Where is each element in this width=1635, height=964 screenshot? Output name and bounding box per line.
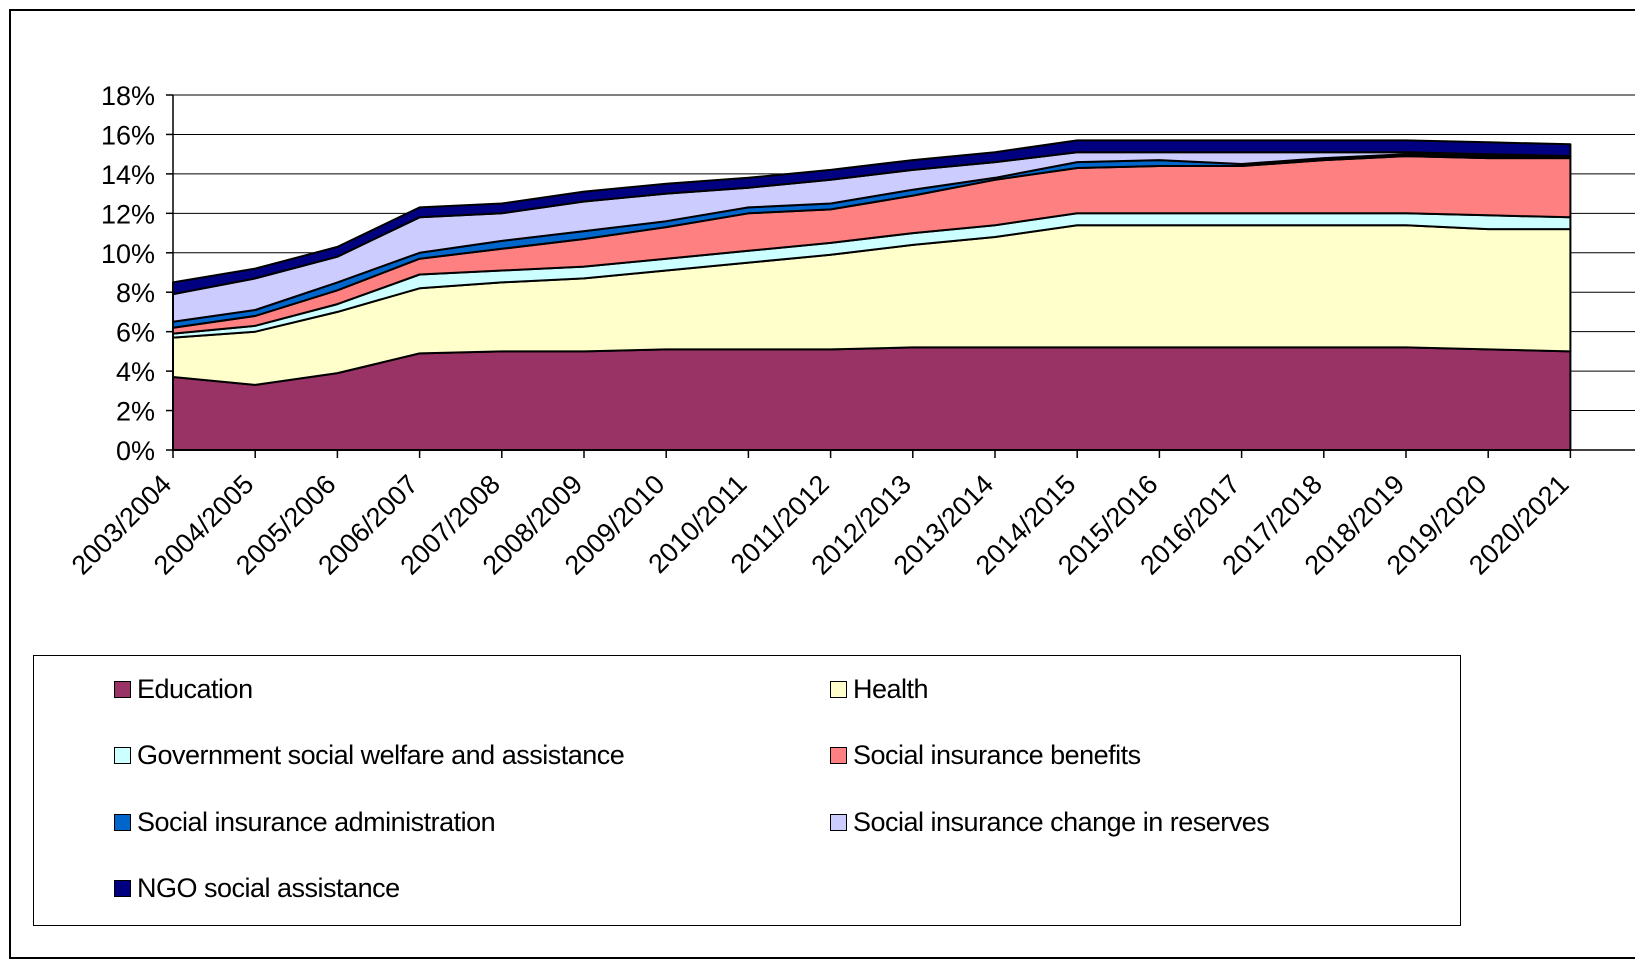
plot-areas <box>172 139 1572 451</box>
y-tick-labels: 0% 2% 4% 6% 8% 10% 12% 14% 16% 18% <box>101 81 155 466</box>
y-tick-label: 10% <box>101 239 155 269</box>
y-tick-label: 8% <box>116 278 155 308</box>
legend-swatch-ngo-social-assistance <box>114 880 131 897</box>
legend-item-government-social-welfare: Government social welfare and assistance <box>114 740 625 771</box>
legend-label-social-insurance-change-in-reserves: Social insurance change in reserves <box>853 807 1270 837</box>
legend-swatch-education <box>114 681 131 698</box>
legend-item-education: Education <box>114 674 253 705</box>
y-tick-label: 14% <box>101 160 155 190</box>
y-tick-label: 2% <box>116 397 155 427</box>
legend: Education Health Government social welfa… <box>33 655 1461 926</box>
legend-swatch-social-insurance-administration <box>114 814 131 831</box>
legend-item-ngo-social-assistance: NGO social assistance <box>114 873 400 904</box>
chart-frame: 0% 2% 4% 6% 8% 10% 12% 14% 16% 18% 2003/2004 2004/… <box>9 9 1635 959</box>
y-tick-label: 6% <box>116 318 155 348</box>
legend-swatch-social-insurance-change-in-reserves <box>830 814 847 831</box>
legend-label-education: Education <box>137 674 253 704</box>
legend-label-government-social-welfare: Government social welfare and assistance <box>137 740 625 770</box>
y-tick-label: 4% <box>116 357 155 387</box>
legend-swatch-government-social-welfare <box>114 747 131 764</box>
legend-swatch-health <box>830 681 847 698</box>
stacked-area-chart: 0% 2% 4% 6% 8% 10% 12% 14% 16% 18% 2003/20042004/… <box>66 81 1635 580</box>
legend-swatch-social-insurance-benefits <box>830 747 847 764</box>
legend-label-ngo-social-assistance: NGO social assistance <box>137 873 400 903</box>
legend-item-social-insurance-change-in-reserves: Social insurance change in reserves <box>830 807 1270 838</box>
axes <box>166 94 1635 458</box>
legend-item-health: Health <box>830 674 929 705</box>
legend-item-social-insurance-administration: Social insurance administration <box>114 807 496 838</box>
legend-item-social-insurance-benefits: Social insurance benefits <box>830 740 1141 771</box>
x-tick-labels: 2003/20042004/20052005/20062006/20072007… <box>66 469 1575 580</box>
y-tick-label: 0% <box>116 436 155 466</box>
legend-label-health: Health <box>853 674 929 704</box>
y-tick-label: 12% <box>101 199 155 229</box>
area-ngo-social-assistance <box>172 139 1572 296</box>
y-tick-label: 18% <box>101 81 155 111</box>
y-tick-label: 16% <box>101 120 155 150</box>
legend-label-social-insurance-benefits: Social insurance benefits <box>853 740 1141 770</box>
legend-label-social-insurance-administration: Social insurance administration <box>137 807 496 837</box>
